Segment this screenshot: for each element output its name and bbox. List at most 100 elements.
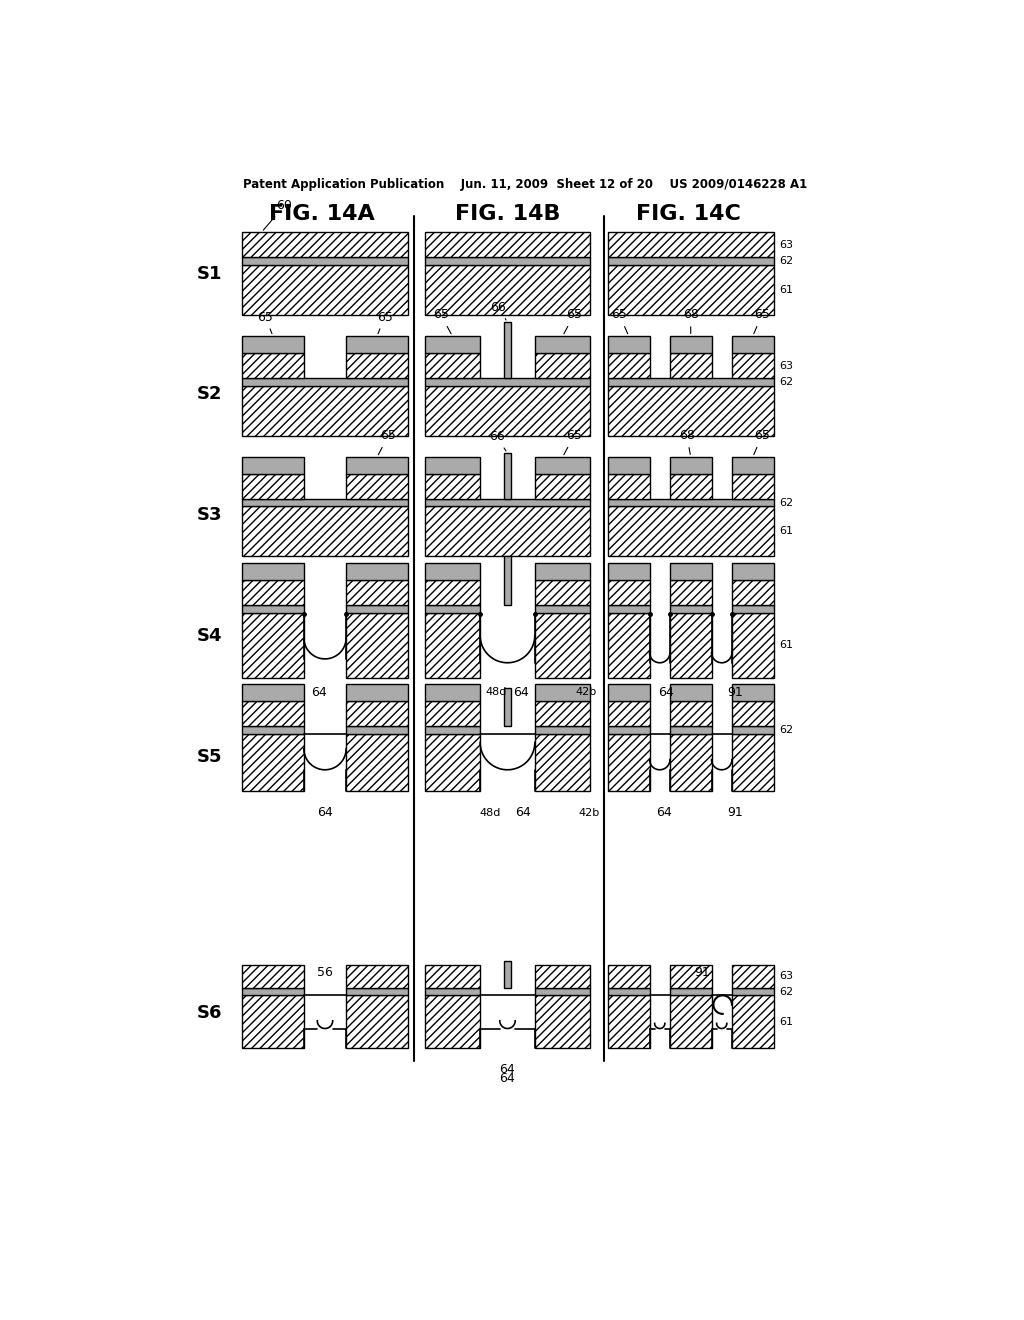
Bar [732,965,773,987]
Bar [608,474,649,499]
Bar [346,701,408,726]
Bar [608,684,649,701]
Bar [608,734,649,792]
Text: 42b: 42b [579,808,599,818]
Bar [346,612,408,678]
Bar [505,961,511,987]
Bar [670,337,712,354]
Bar [608,612,649,678]
Text: 64: 64 [500,1072,515,1085]
Bar [608,499,773,507]
Bar [346,337,408,354]
Bar [243,995,304,1048]
Bar [535,612,590,678]
Bar [346,581,408,605]
Bar [670,965,712,987]
Text: 65: 65 [433,308,452,334]
Bar [505,322,511,378]
Bar [346,457,408,474]
Text: FIG. 14A: FIG. 14A [268,203,375,224]
Bar [732,995,773,1048]
Bar [243,457,304,474]
Bar [505,688,511,726]
Bar [608,378,773,385]
Text: 68: 68 [679,429,695,454]
Text: 64: 64 [317,807,333,820]
Bar [608,605,649,612]
Text: S4: S4 [197,627,222,644]
Text: S5: S5 [197,747,222,766]
Text: 63: 63 [779,972,794,981]
Bar [732,684,773,701]
Bar [670,987,712,995]
Bar [732,474,773,499]
Text: 61: 61 [779,285,794,294]
Bar [346,965,408,987]
Text: S1: S1 [197,264,222,282]
Bar [425,378,590,385]
Bar [535,965,590,987]
Text: 61: 61 [779,1016,794,1027]
Text: 65: 65 [378,429,396,454]
Bar [243,734,304,792]
Bar [732,564,773,581]
Text: S6: S6 [197,1005,222,1022]
Bar [608,232,773,257]
Bar [243,605,304,612]
Bar [608,337,649,354]
Bar [670,734,712,792]
Bar [243,507,408,557]
Bar [608,264,773,314]
Bar [425,726,480,734]
Text: 64: 64 [500,1063,515,1076]
Text: 91: 91 [694,966,711,979]
Bar [425,232,590,257]
Bar [425,457,480,474]
Bar [732,734,773,792]
Bar [425,734,480,792]
Bar [243,965,304,987]
Text: 64: 64 [658,685,674,698]
Bar [608,385,773,436]
Text: 48d: 48d [480,808,501,818]
Bar [425,987,480,995]
Text: 65: 65 [377,310,392,334]
Bar [243,612,304,678]
Bar [535,995,590,1048]
Text: 68: 68 [683,308,698,334]
Bar [608,987,649,995]
Bar [425,564,480,581]
Bar [425,264,590,314]
Bar [425,701,480,726]
Bar [732,701,773,726]
Bar [732,354,773,378]
Bar [505,453,511,499]
Text: 60: 60 [263,199,293,230]
Bar [243,684,304,701]
Bar [732,726,773,734]
Bar [243,257,408,264]
Text: 61: 61 [779,640,794,651]
Text: 64: 64 [515,807,530,820]
Bar [243,581,304,605]
Text: 62: 62 [779,376,794,387]
Text: 64: 64 [311,685,327,698]
Bar [732,581,773,605]
Bar [425,965,480,987]
Bar [670,612,712,678]
Bar [535,987,590,995]
Bar [535,726,590,734]
Text: S3: S3 [197,507,222,524]
Bar [346,684,408,701]
Bar [608,965,649,987]
Bar [535,701,590,726]
Bar [243,701,304,726]
Text: FIG. 14C: FIG. 14C [636,203,740,224]
Bar [346,987,408,995]
Bar [670,457,712,474]
Bar [425,337,480,354]
Text: 65: 65 [754,429,770,454]
Text: 62: 62 [779,498,794,508]
Text: 62: 62 [779,986,794,997]
Bar [670,581,712,605]
